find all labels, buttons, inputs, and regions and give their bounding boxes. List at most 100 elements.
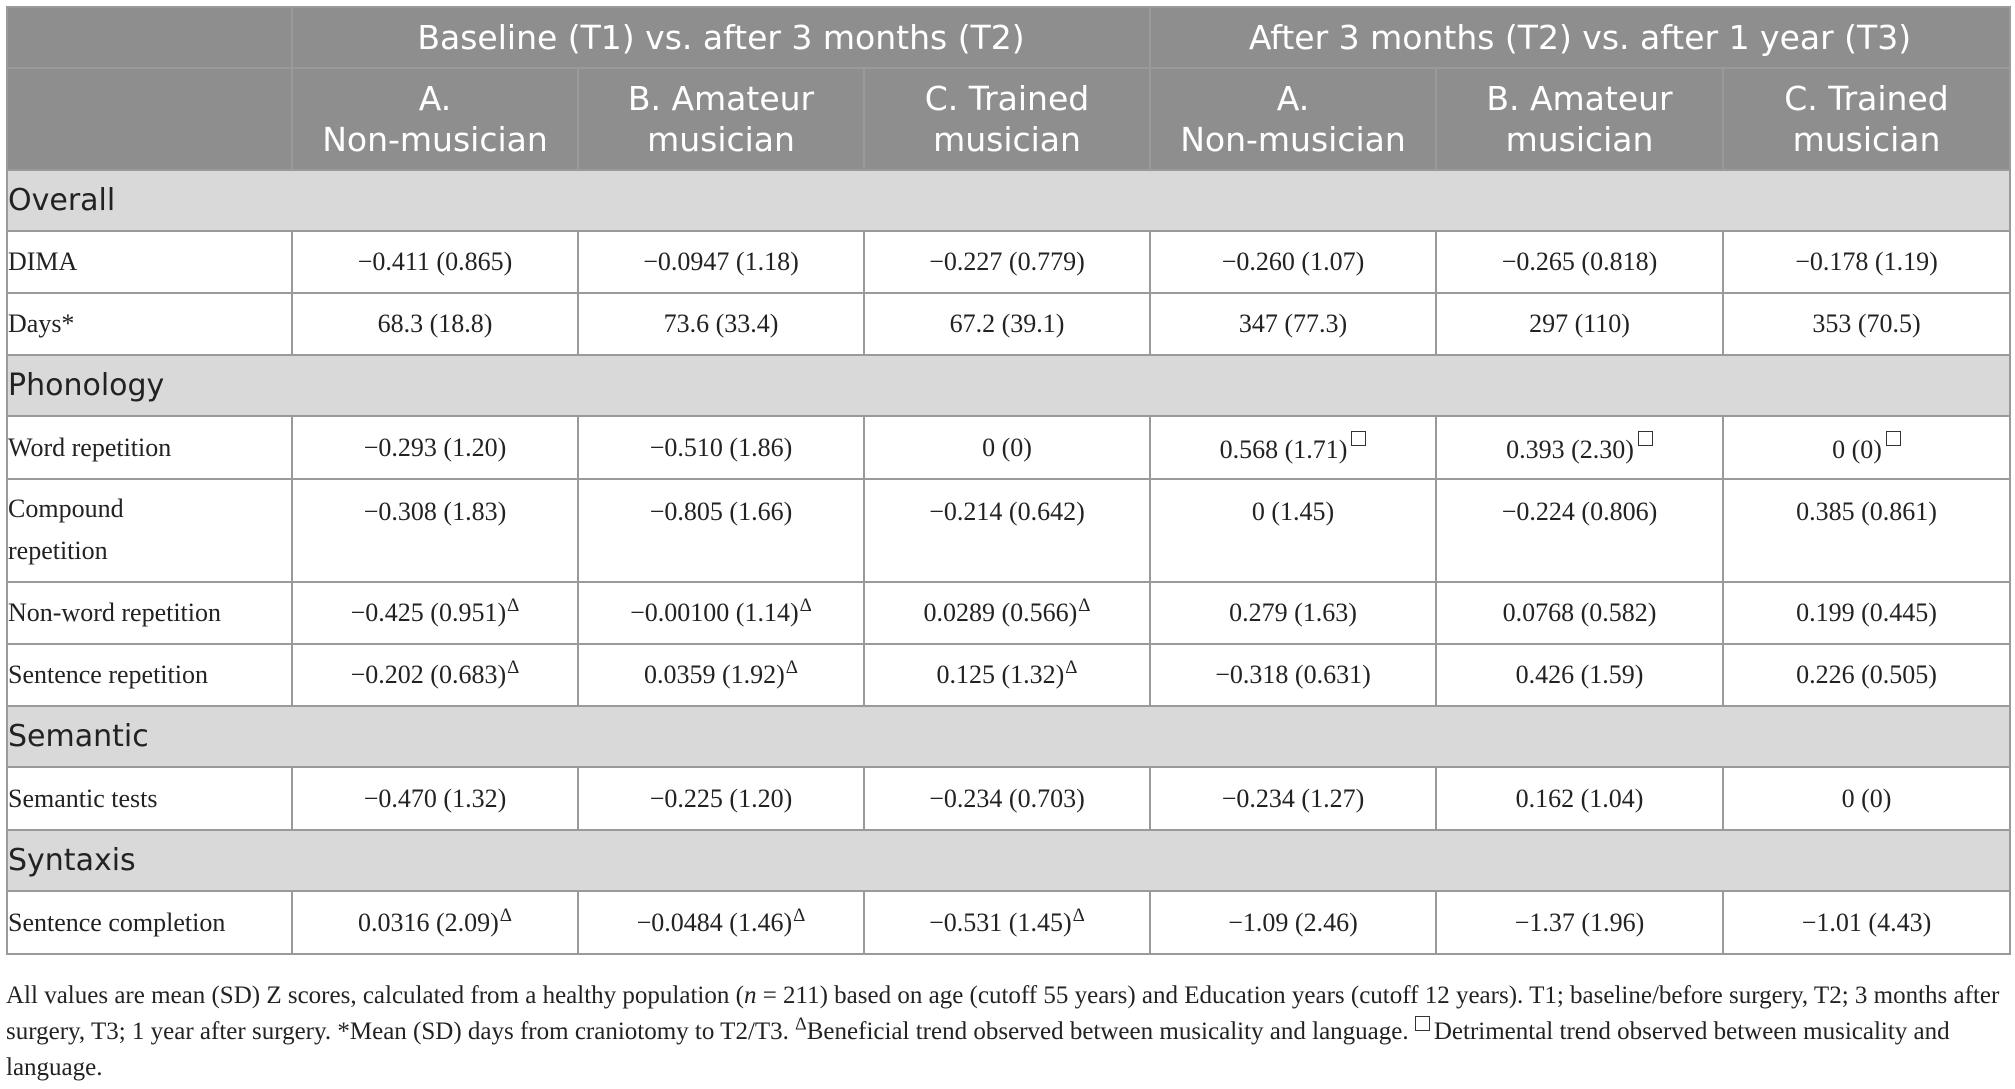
table-cell: −0.318 (0.631) bbox=[1149, 643, 1437, 707]
table-cell: 0 (1.45) bbox=[1149, 478, 1437, 583]
cell-value: 0.568 (1.71) bbox=[1219, 434, 1348, 464]
table-cell: 0.0316 (2.09)Δ bbox=[291, 890, 579, 955]
cell-value: 0.0359 (1.92) bbox=[643, 660, 785, 689]
header-col-a-2: A. Non-musician bbox=[1149, 67, 1437, 171]
header-col-b-1: B. Amateur musician bbox=[577, 67, 865, 171]
cell-value: −0.00100 (1.14) bbox=[630, 598, 799, 627]
table-cell: −0.470 (1.32) bbox=[291, 766, 579, 831]
header-col-b-2: B. Amateur musician bbox=[1435, 67, 1724, 171]
beneficial-triangle-icon: Δ bbox=[1072, 904, 1085, 926]
table-cell: 347 (77.3) bbox=[1149, 292, 1437, 356]
table-cell: −1.37 (1.96) bbox=[1435, 890, 1724, 955]
table-row: Sentence completion 0.0316 (2.09)Δ −0.04… bbox=[6, 890, 2011, 955]
detrimental-square-icon bbox=[1885, 430, 1901, 446]
cell-value: −0.202 (0.683) bbox=[350, 660, 507, 689]
table-cell: −0.0484 (1.46)Δ bbox=[577, 890, 865, 955]
table-cell: −0.510 (1.86) bbox=[577, 415, 865, 480]
header-col-line2: Non-musician bbox=[322, 120, 548, 159]
beneficial-triangle-icon: Δ bbox=[507, 595, 520, 617]
table-cell: −0.225 (1.20) bbox=[577, 766, 865, 831]
detrimental-square-icon bbox=[1637, 430, 1653, 446]
table-row: DIMA −0.411 (0.865) −0.0947 (1.18) −0.22… bbox=[6, 230, 2011, 294]
table-cell: −0.260 (1.07) bbox=[1149, 230, 1437, 294]
table-cell: −1.09 (2.46) bbox=[1149, 890, 1437, 955]
header-col-line1: A. bbox=[418, 79, 452, 118]
table-cell: −0.265 (0.818) bbox=[1435, 230, 1724, 294]
results-table: Baseline (T1) vs. after 3 months (T2) Af… bbox=[6, 6, 2011, 955]
header-col-line2: musician bbox=[933, 120, 1081, 159]
table-cell: 0.0359 (1.92)Δ bbox=[577, 643, 865, 707]
section-phonology: Phonology bbox=[6, 354, 2011, 417]
row-label-word-repetition: Word repetition bbox=[6, 415, 293, 480]
table-footnote: All values are mean (SD) Z scores, calcu… bbox=[6, 978, 2009, 1086]
header-col-line1: A. bbox=[1276, 79, 1310, 118]
beneficial-triangle-icon: Δ bbox=[799, 595, 812, 617]
table-cell: −0.411 (0.865) bbox=[291, 230, 579, 294]
table-row: Compound repetition −0.308 (1.83) −0.805 … bbox=[6, 478, 2011, 583]
table-cell: −0.224 (0.806) bbox=[1435, 478, 1724, 583]
header-col-line2: Non-musician bbox=[1180, 120, 1406, 159]
header-col-line1: B. Amateur bbox=[627, 79, 815, 118]
table-cell: 0.385 (0.861) bbox=[1722, 478, 2011, 583]
section-semantic: Semantic bbox=[6, 705, 2011, 768]
beneficial-triangle-icon: Δ bbox=[499, 904, 513, 926]
table-cell: 0.0289 (0.566)Δ bbox=[863, 581, 1151, 645]
table-cell: 73.6 (33.4) bbox=[577, 292, 865, 356]
table-cell: −0.805 (1.66) bbox=[577, 478, 865, 583]
footnote-text-1: All values are mean (SD) Z scores, calcu… bbox=[6, 982, 744, 1009]
header-col-a-1: A. Non-musician bbox=[291, 67, 579, 171]
table-cell: 0 (0) bbox=[863, 415, 1151, 480]
row-label-sentence-completion: Sentence completion bbox=[6, 890, 293, 955]
header-columns-row: A. Non-musician B. Amateur musician C. Tra… bbox=[6, 67, 2011, 171]
table-cell: 297 (110) bbox=[1435, 292, 1724, 356]
table-cell: −0.425 (0.951)Δ bbox=[291, 581, 579, 645]
table-row: Days* 68.3 (18.8) 73.6 (33.4) 67.2 (39.1… bbox=[6, 292, 2011, 356]
table-cell: 0.426 (1.59) bbox=[1435, 643, 1724, 707]
row-label-dima: DIMA bbox=[6, 230, 293, 294]
detrimental-square-icon bbox=[1414, 1016, 1430, 1031]
header-group-t1-t2: Baseline (T1) vs. after 3 months (T2) bbox=[291, 6, 1151, 69]
table-container: Baseline (T1) vs. after 3 months (T2) Af… bbox=[6, 6, 2011, 955]
table-cell: 0.279 (1.63) bbox=[1149, 581, 1437, 645]
table-cell: −0.531 (1.45)Δ bbox=[863, 890, 1151, 955]
table-cell: −0.234 (1.27) bbox=[1149, 766, 1437, 831]
table-cell: 0 (0) bbox=[1722, 766, 2011, 831]
cell-value: −0.531 (1.45) bbox=[929, 907, 1072, 937]
row-label-compound-repetition: Compound repetition bbox=[6, 478, 293, 583]
table-row: Sentence repetition −0.202 (0.683)Δ 0.03… bbox=[6, 643, 2011, 707]
row-label-days: Days* bbox=[6, 292, 293, 356]
header-col-line1: C. Trained bbox=[924, 79, 1090, 118]
cell-value: 0 (0) bbox=[1832, 434, 1882, 464]
table-cell: −0.308 (1.83) bbox=[291, 478, 579, 583]
row-label-sentence-repetition: Sentence repetition bbox=[6, 643, 293, 707]
table-cell: 0.226 (0.505) bbox=[1722, 643, 2011, 707]
beneficial-triangle-icon: Δ bbox=[795, 1013, 807, 1034]
section-row: Overall bbox=[6, 169, 2011, 232]
row-label-line1: Compound bbox=[8, 494, 124, 523]
table-cell: −0.00100 (1.14)Δ bbox=[577, 581, 865, 645]
footnote-text-2: = 211) based on age (cutoff 55 years) an… bbox=[6, 982, 2000, 1045]
table-cell: 67.2 (39.1) bbox=[863, 292, 1151, 356]
beneficial-triangle-icon: Δ bbox=[1078, 595, 1091, 617]
header-group-row: Baseline (T1) vs. after 3 months (T2) Af… bbox=[6, 6, 2011, 69]
beneficial-triangle-icon: Δ bbox=[1065, 657, 1078, 679]
row-label-line2: repetition bbox=[8, 536, 108, 565]
table-cell: 0 (0) bbox=[1722, 415, 2011, 480]
table-cell: −0.178 (1.19) bbox=[1722, 230, 2011, 294]
cell-value: 0.0289 (0.566) bbox=[923, 598, 1078, 627]
header-corner-2 bbox=[6, 67, 293, 171]
section-row: Phonology bbox=[6, 354, 2011, 417]
cell-value: −0.425 (0.951) bbox=[350, 598, 507, 627]
table-cell: −0.234 (0.703) bbox=[863, 766, 1151, 831]
footnote-detrimental: Detrimental trend observed between music… bbox=[6, 1018, 1950, 1081]
detrimental-square-icon bbox=[1351, 430, 1367, 446]
table-cell: −0.202 (0.683)Δ bbox=[291, 643, 579, 707]
table-row: Word repetition −0.293 (1.20) −0.510 (1.… bbox=[6, 415, 2011, 480]
table-cell: −0.214 (0.642) bbox=[863, 478, 1151, 583]
row-label-non-word-repetition: Non-word repetition bbox=[6, 581, 293, 645]
header-col-c-1: C. Trained musician bbox=[863, 67, 1151, 171]
header-col-c-2: C. Trained musician bbox=[1722, 67, 2011, 171]
section-row: Semantic bbox=[6, 705, 2011, 768]
cell-value: 0.125 (1.32) bbox=[936, 660, 1065, 689]
section-syntaxis: Syntaxis bbox=[6, 829, 2011, 892]
